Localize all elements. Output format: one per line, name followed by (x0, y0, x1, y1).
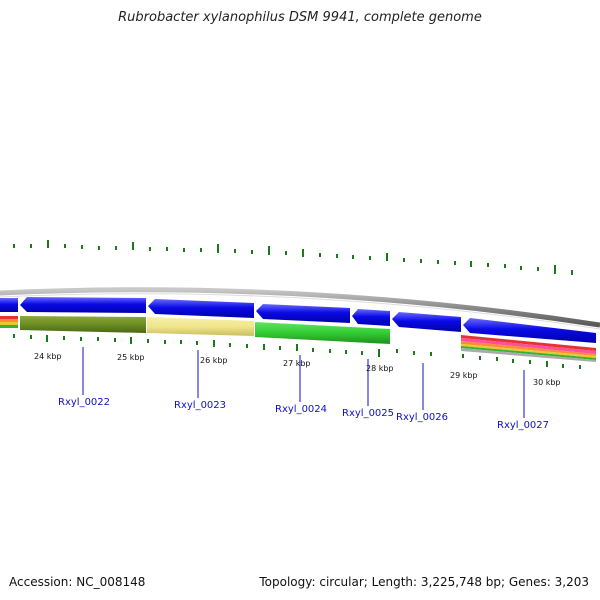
function-strip (0, 325, 18, 328)
scale-label: 27 kbp (283, 359, 311, 368)
gene-arrow[interactable] (148, 299, 254, 318)
scale-label: 24 kbp (34, 352, 62, 361)
gene-label-rxyl-0025[interactable]: Rxyl_0025 (342, 408, 394, 419)
scale-label: 25 kbp (117, 353, 145, 362)
function-strip (461, 348, 596, 362)
function-segment[interactable] (147, 317, 254, 336)
gene-arrow[interactable] (392, 312, 461, 332)
gene-label-rxyl-0024[interactable]: Rxyl_0024 (275, 404, 327, 415)
function-segment[interactable] (255, 322, 390, 344)
function-strip (0, 319, 18, 322)
scale-label: 26 kbp (200, 356, 228, 365)
gene-arrow[interactable] (256, 304, 350, 323)
gc-ticks-top (13, 240, 573, 275)
function-strip (0, 316, 18, 319)
genome-backbone-inner (0, 293, 600, 330)
genome-backbone (0, 287, 600, 328)
gene-label-rxyl-0022[interactable]: Rxyl_0022 (58, 397, 110, 408)
scale-labels: 24 kbp 25 kbp 26 kbp 27 kbp 28 kbp 29 kb… (34, 352, 561, 387)
gene-labels[interactable]: Rxyl_0022 Rxyl_0023 Rxyl_0024 Rxyl_0025 … (58, 397, 549, 431)
function-strip (0, 322, 18, 325)
function-strip (461, 346, 596, 360)
function-strip (461, 335, 596, 351)
gene-arrow[interactable] (352, 309, 390, 326)
function-strip (461, 338, 596, 354)
gene-arrow[interactable] (20, 297, 146, 313)
function-segment[interactable] (20, 316, 146, 333)
scale-label: 30 kbp (533, 378, 561, 387)
gene-track-blue[interactable] (0, 297, 596, 343)
function-strip (461, 341, 596, 356)
scale-label: 28 kbp (366, 364, 394, 373)
gene-label-rxyl-0026[interactable]: Rxyl_0026 (396, 412, 448, 423)
function-strip (461, 344, 596, 358)
gc-ticks-bottom (13, 334, 581, 369)
gene-leader-lines (82, 347, 525, 418)
gene-label-rxyl-0023[interactable]: Rxyl_0023 (174, 400, 226, 411)
gene-arrow[interactable] (463, 318, 596, 343)
gene-label-rxyl-0027[interactable]: Rxyl_0027 (497, 420, 549, 431)
accession-text: Accession: NC_008148 (9, 575, 146, 589)
map-title: Rubrobacter xylanophilus DSM 9941, compl… (118, 10, 482, 25)
scale-label: 29 kbp (450, 371, 478, 380)
genome-summary-text: Topology: circular; Length: 3,225,748 bp… (259, 575, 589, 589)
function-track[interactable] (0, 316, 596, 362)
gene-arrow[interactable] (0, 298, 18, 312)
